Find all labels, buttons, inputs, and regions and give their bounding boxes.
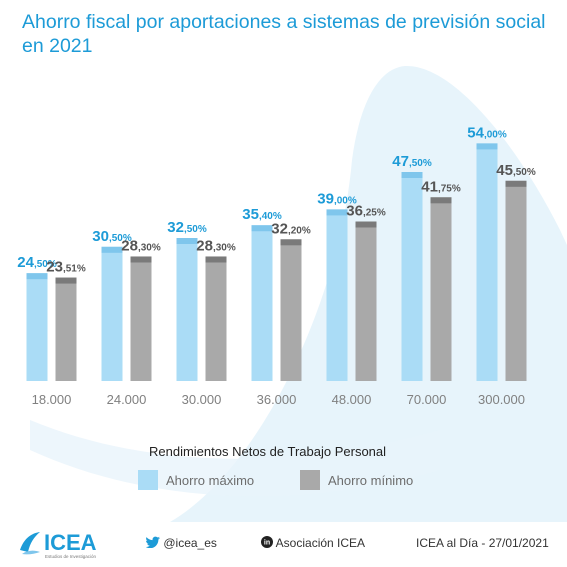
linkedin-icon: in (261, 536, 273, 548)
icea-logo-text: ICEA (44, 530, 97, 555)
value-labels-group: 24,50%23,51%30,50%28,30%32,50%28,30%35,4… (17, 124, 536, 275)
bar-max-3 (251, 225, 273, 381)
value-label-max-2: 32,50% (167, 219, 207, 236)
twitter-icon (145, 536, 160, 549)
value-label-min-1: 28,30% (121, 237, 161, 254)
icea-logo: ICEA Estudios de Investigación (18, 528, 108, 565)
bar-cap-min-6 (505, 180, 527, 187)
bar-cap-max-6 (476, 143, 498, 150)
bar-min-0 (55, 277, 77, 381)
value-label-max-5: 47,50% (392, 153, 432, 170)
bar-max-5 (401, 172, 423, 381)
bar-cap-min-2 (205, 256, 227, 263)
value-label-min-3: 32,20% (271, 220, 311, 237)
bar-cap-max-3 (251, 225, 273, 232)
chart-title: Ahorro fiscal por aportaciones a sistema… (22, 11, 546, 57)
value-label-max-6: 54,00% (467, 124, 507, 141)
bar-min-3 (280, 239, 302, 381)
svg-text:in: in (264, 540, 270, 547)
value-label-max-3: 35,40% (242, 206, 282, 223)
value-label-min-5: 41,75% (421, 178, 461, 195)
twitter-handle: @icea_es (163, 536, 217, 550)
x-tick-label-0: 18.000 (32, 392, 72, 407)
bar-cap-min-0 (55, 277, 77, 284)
value-label-max-1: 30,50% (92, 228, 132, 245)
bar-cap-max-5 (401, 172, 423, 178)
value-label-min-2: 28,30% (196, 237, 236, 254)
x-tick-label-4: 48.000 (332, 392, 372, 407)
bar-max-1 (101, 246, 123, 381)
legend-item-min: Ahorro mínimo (300, 470, 413, 490)
linkedin-name: Asociación ICEA (275, 536, 366, 550)
legend-label-min: Ahorro mínimo (328, 472, 414, 488)
bar-cap-min-4 (355, 221, 377, 228)
x-tick-label-1: 24.000 (107, 392, 147, 407)
legend-item-max: Ahorro máximo (138, 470, 254, 490)
bar-max-4 (326, 209, 348, 381)
footer: ICEA Estudios de Investigación @icea_es … (0, 524, 567, 560)
legend-label-max: Ahorro máximo (166, 472, 255, 488)
legend-swatch-max (138, 470, 158, 490)
bar-cap-max-0 (26, 273, 48, 280)
twitter-link[interactable]: @icea_es (145, 536, 217, 550)
bars-group (26, 143, 527, 381)
x-tick-labels-group: 18.000 24.000 30.000 36.000 48.000 70.000 300.… (32, 392, 525, 407)
bar-cap-max-1 (101, 246, 123, 253)
bar-min-5 (430, 197, 452, 381)
bar-min-6 (505, 180, 527, 381)
bar-cap-max-2 (176, 238, 198, 244)
value-label-min-0: 23,51% (46, 259, 86, 276)
bar-cap-min-5 (430, 197, 452, 204)
icea-logo-tagline: Estudios de Investigación (45, 554, 97, 559)
bar-max-0 (26, 273, 48, 381)
bar-max-6 (476, 143, 498, 381)
value-label-max-4: 39,00% (317, 190, 357, 207)
bar-cap-min-3 (280, 239, 302, 246)
legend-swatch-min (300, 470, 320, 490)
bar-cap-min-1 (130, 256, 152, 263)
bar-cap-max-4 (326, 209, 348, 216)
footer-source: ICEA al Día - 27/01/2021 (416, 536, 549, 550)
legend-title: Rendimientos Netos de Trabajo Personal (149, 444, 387, 459)
linkedin-link[interactable]: in Asociación ICEA (261, 536, 365, 550)
x-tick-label-6: 300.000 (478, 392, 525, 407)
bar-min-4 (355, 221, 377, 381)
bar-min-2 (205, 256, 227, 381)
bar-max-2 (176, 238, 198, 381)
x-tick-label-5: 70.000 (407, 392, 447, 407)
x-tick-label-3: 36.000 (257, 392, 297, 407)
x-tick-label-2: 30.000 (182, 392, 222, 407)
bar-min-1 (130, 256, 152, 381)
value-label-min-6: 45,50% (496, 162, 536, 179)
value-label-max-0: 24,50% (17, 254, 57, 271)
value-label-min-4: 36,25% (346, 203, 386, 220)
icea-logo-icon: ICEA Estudios de Investigación (20, 530, 97, 559)
